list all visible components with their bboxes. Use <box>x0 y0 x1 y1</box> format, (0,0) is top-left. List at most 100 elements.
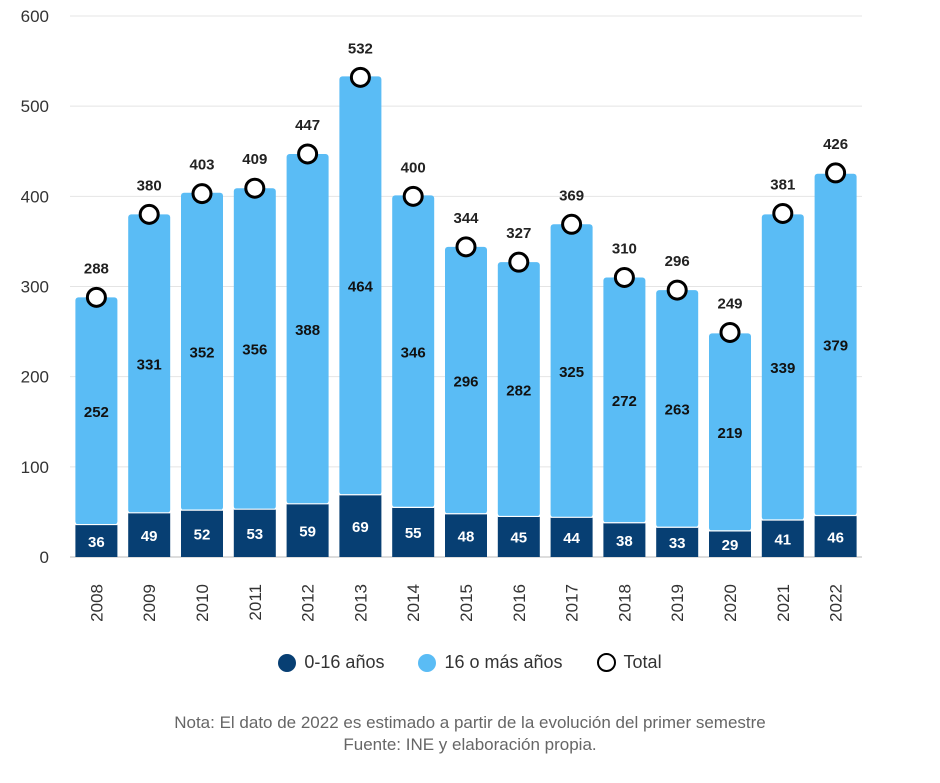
total-label: 369 <box>559 187 584 204</box>
bar-label-0-16: 33 <box>669 535 686 552</box>
total-marker <box>191 183 213 205</box>
bar-segment-0-16 <box>709 530 751 557</box>
legend-swatch-dark-icon <box>278 653 297 672</box>
bar-segment-0-16 <box>392 507 435 557</box>
bar-segment-0-16 <box>286 503 329 557</box>
bar-segment-16-plus <box>75 297 118 525</box>
bar-label-16-plus: 331 <box>137 357 162 374</box>
legend-label-total: Total <box>623 652 662 672</box>
bar-label-16-plus: 388 <box>295 322 320 339</box>
total-marker <box>613 266 635 288</box>
total-marker <box>297 143 319 165</box>
total-marker <box>666 279 688 301</box>
bars <box>75 76 857 557</box>
x-tick-label: 2015 <box>457 584 476 622</box>
bar-segment-16-plus <box>339 76 382 495</box>
legend-item-0-16[interactable]: 0-16 años <box>278 652 384 673</box>
x-tick-label: 2021 <box>774 584 793 622</box>
bar-segment-0-16 <box>445 513 487 557</box>
total-label: 327 <box>506 225 531 242</box>
bar-label-0-16: 48 <box>458 528 475 545</box>
bar-segment-16-plus <box>814 173 857 516</box>
total-label: 310 <box>612 240 637 257</box>
chart-notes: Nota: El dato de 2022 es estimado a part… <box>0 712 940 756</box>
y-tick-label: 400 <box>21 187 49 206</box>
x-tick-label: 2016 <box>510 584 529 622</box>
bar-segment-0-16 <box>128 512 171 557</box>
x-tick-label: 2010 <box>193 584 212 622</box>
y-tick-label: 300 <box>21 278 49 297</box>
bar-label-16-plus: 252 <box>84 404 109 421</box>
y-tick-label: 500 <box>21 97 49 116</box>
note-line: Nota: El dato de 2022 es estimado a part… <box>174 713 766 732</box>
total-label: 381 <box>770 176 795 193</box>
x-tick-label: 2009 <box>140 584 159 622</box>
total-marker <box>349 66 371 88</box>
bar-label-16-plus: 219 <box>717 425 742 442</box>
bar-label-16-plus: 282 <box>506 382 531 399</box>
total-marker <box>719 321 741 343</box>
bar-label-0-16: 53 <box>246 526 263 543</box>
source-line: Fuente: INE y elaboración propia. <box>343 735 597 754</box>
total-label: 400 <box>401 159 426 176</box>
bar-segment-0-16 <box>603 522 646 557</box>
bar-segment-16-plus <box>656 290 699 528</box>
bar-label-16-plus: 263 <box>665 402 690 419</box>
bar-label-0-16: 49 <box>141 528 158 545</box>
segment-labels: 36 252 49 331 52 352 53 356 59 388 69 464 55 346 48 296… <box>84 279 848 554</box>
bar-segment-0-16 <box>814 515 857 557</box>
bar-label-16-plus: 356 <box>242 342 267 359</box>
total-label: 403 <box>189 157 214 174</box>
x-tick-label: 2019 <box>668 584 687 622</box>
legend-item-16-plus[interactable]: 16 o más años <box>418 652 563 673</box>
bar-segment-0-16 <box>656 527 699 557</box>
total-label: 409 <box>242 151 267 168</box>
bar-segment-16-plus <box>181 192 223 511</box>
stacked-bar-chart: 0 100 200 300 400 500 600 36 252 49 331 52 352 53 356… <box>21 7 862 622</box>
bar-label-0-16: 45 <box>510 530 527 547</box>
total-marker <box>455 236 477 258</box>
x-tick-label: 2018 <box>615 584 634 622</box>
bar-label-16-plus: 379 <box>823 338 848 355</box>
bar-label-0-16: 41 <box>774 532 791 549</box>
bar-segment-0-16 <box>550 517 593 557</box>
x-tick-label: 2017 <box>563 584 582 622</box>
x-tick-label: 2020 <box>721 584 740 622</box>
total-marker <box>508 251 530 273</box>
x-tick-label: 2011 <box>246 584 265 621</box>
bar-segment-16-plus <box>603 277 646 523</box>
bar-label-0-16: 44 <box>563 530 580 547</box>
bar-segment-0-16 <box>75 524 118 557</box>
bar-segment-16-plus <box>497 262 540 517</box>
bar-segment-0-16 <box>761 520 804 557</box>
y-tick-label: 600 <box>21 7 49 26</box>
bar-label-0-16: 36 <box>88 534 105 551</box>
bar-segment-0-16 <box>181 510 223 557</box>
legend-item-total[interactable]: Total <box>596 652 662 673</box>
bar-segment-16-plus <box>392 195 435 508</box>
bar-segment-16-plus <box>286 153 329 504</box>
bar-label-0-16: 38 <box>616 533 633 550</box>
total-label: 447 <box>295 117 320 134</box>
bar-label-16-plus: 339 <box>770 360 795 377</box>
bar-segment-0-16 <box>339 494 382 557</box>
total-label: 426 <box>823 136 848 153</box>
bar-label-0-16: 29 <box>722 537 739 554</box>
bar-segment-16-plus <box>128 214 171 513</box>
bar-label-16-plus: 346 <box>401 344 426 361</box>
bar-segment-16-plus <box>445 246 487 514</box>
x-tick-label: 2012 <box>299 584 318 622</box>
y-tick-label: 100 <box>21 458 49 477</box>
bar-segment-0-16 <box>497 516 540 557</box>
total-marker <box>561 213 583 235</box>
total-label: 344 <box>453 210 479 227</box>
bar-segment-16-plus <box>761 214 804 521</box>
y-tick-label: 0 <box>40 548 49 567</box>
bar-segment-16-plus <box>709 333 751 531</box>
bar-label-16-plus: 352 <box>189 344 214 361</box>
bar-label-0-16: 55 <box>405 525 422 542</box>
bar-segment-16-plus <box>233 188 276 510</box>
legend-label-0-16: 0-16 años <box>304 652 385 672</box>
total-marker <box>138 203 160 225</box>
total-label: 532 <box>348 40 373 57</box>
